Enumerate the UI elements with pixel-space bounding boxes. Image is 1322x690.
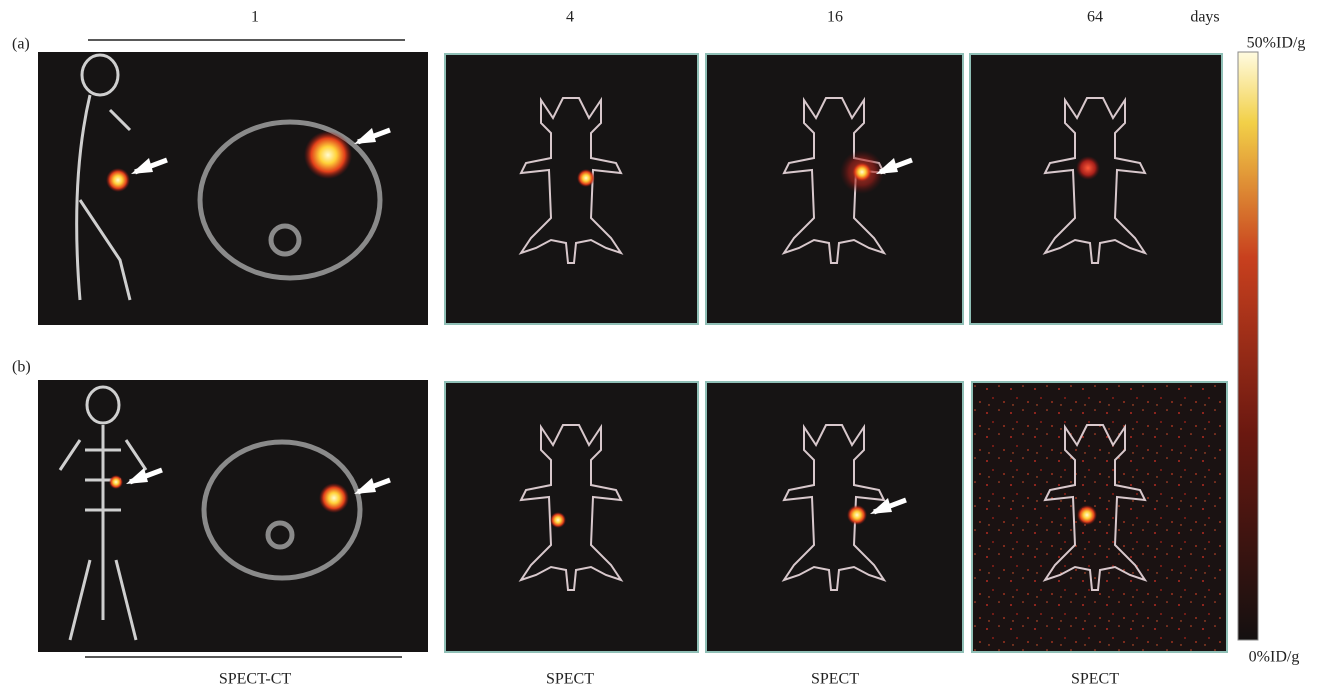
- spect-panel: [445, 382, 698, 652]
- row-label: (b): [12, 359, 31, 376]
- colorbar: [1238, 52, 1258, 640]
- spect-panel: [706, 382, 963, 652]
- figure: (a) (b) 1 4 16 64 days: [0, 0, 1322, 690]
- spect-ct-panel: [38, 380, 428, 652]
- colorbar-min: 0%ID/g: [1249, 649, 1300, 666]
- spect-panel: [706, 54, 963, 324]
- time-unit: days: [1190, 9, 1219, 26]
- modality-label: SPECT-CT: [219, 671, 292, 688]
- modality-label: SPECT: [546, 671, 594, 688]
- spect-ct-panel: [38, 52, 428, 325]
- column-label: 1: [251, 9, 259, 26]
- column-label: 4: [566, 9, 574, 26]
- column-label: 16: [827, 9, 843, 26]
- modality-label: SPECT: [811, 671, 859, 688]
- spect-panel: [970, 54, 1222, 324]
- colorbar-max: 50%ID/g: [1247, 35, 1306, 52]
- row-label: (a): [12, 36, 30, 53]
- spect-panel: [972, 382, 1227, 652]
- modality-label: SPECT: [1071, 671, 1119, 688]
- spect-panel: [445, 54, 698, 324]
- column-label: 64: [1087, 9, 1103, 26]
